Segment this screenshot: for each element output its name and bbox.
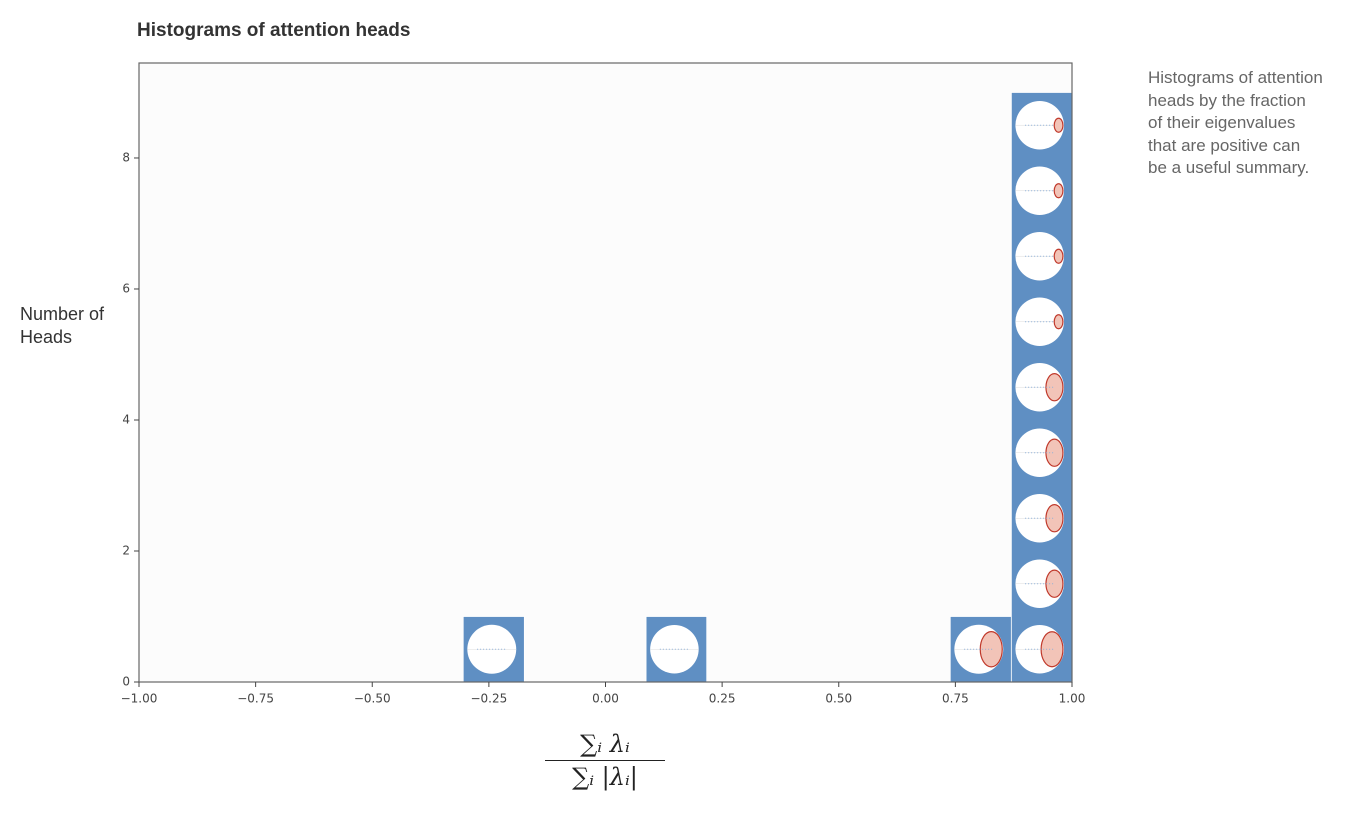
head-eigen-plot <box>1015 493 1064 543</box>
eigen-ellipse <box>1045 373 1064 402</box>
y-tick-label: 2 <box>122 543 130 557</box>
chart-title: Histograms of attention heads <box>137 20 411 41</box>
head-eigen-plot <box>1015 362 1064 412</box>
head-eigen-plot <box>1015 428 1064 477</box>
annotation: Histograms of attention heads by the fra… <box>1148 68 1323 177</box>
head-eigen-plot <box>650 624 699 674</box>
head-eigen-plot <box>1015 100 1064 150</box>
head-eigen-plot <box>1015 231 1064 281</box>
x-label-denominator: ∑ᵢ |λᵢ| <box>572 763 638 791</box>
x-tick-label: −0.50 <box>354 692 391 706</box>
x-tick-label: 0.00 <box>592 692 619 706</box>
x-tick-label: −1.00 <box>121 692 158 706</box>
head-eigen-plot <box>1015 624 1064 674</box>
x-tick-label: −0.25 <box>470 692 507 706</box>
x-tick-label: 0.25 <box>709 692 736 706</box>
y-tick-label: 6 <box>122 281 130 295</box>
y-axis-label: Number of Heads <box>20 304 105 347</box>
y-tick-label: 8 <box>122 150 130 164</box>
x-tick-label: −0.75 <box>237 692 274 706</box>
eigen-ellipse <box>1040 631 1064 668</box>
x-tick-label: 0.50 <box>825 692 852 706</box>
eigen-ellipse <box>1045 438 1064 467</box>
x-tick-label: 0.75 <box>942 692 969 706</box>
eigen-ellipse <box>1045 504 1064 533</box>
x-axis-label: ∑ᵢ λᵢ ∑ᵢ |λᵢ| <box>545 730 665 791</box>
head-eigen-plot <box>467 624 517 674</box>
eigen-ellipse <box>1053 314 1064 330</box>
eigen-ellipse <box>1045 569 1064 598</box>
head-eigen-plot <box>1015 559 1064 609</box>
plot-background <box>139 63 1072 682</box>
x-tick-label: 1.00 <box>1059 692 1086 706</box>
y-tick-label: 0 <box>122 675 130 689</box>
eigen-ellipse <box>1053 183 1064 199</box>
eigen-ellipse <box>1053 248 1064 264</box>
head-eigen-plot <box>1015 166 1064 215</box>
head-eigen-plot <box>1015 297 1064 346</box>
y-tick-label: 4 <box>122 412 130 426</box>
eigen-ellipse <box>1053 117 1064 133</box>
x-label-numerator: ∑ᵢ λᵢ <box>545 730 665 761</box>
head-eigen-plot <box>954 624 1004 674</box>
